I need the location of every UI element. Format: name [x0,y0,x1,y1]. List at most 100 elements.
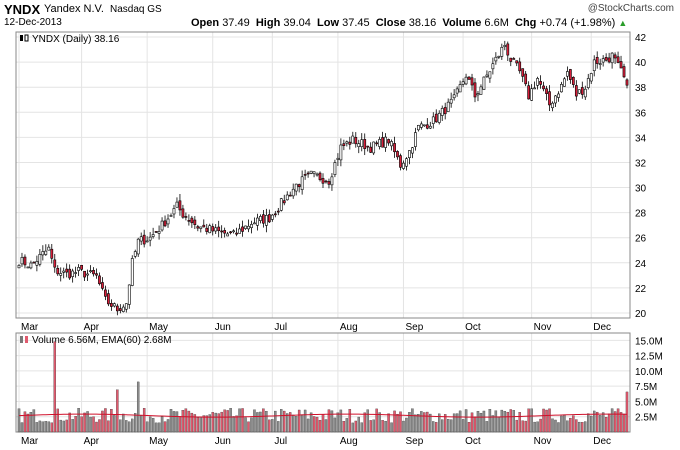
company-label: Yandex N.V. [44,3,104,15]
volume-bar [345,418,349,433]
price-candle [68,268,72,279]
chg-label: Chg [515,17,537,29]
price-candle [619,61,623,69]
price-candle [586,78,590,88]
volume-bar [351,422,355,433]
volume-bar [518,412,521,433]
volume-bar [521,420,524,433]
price-candle [80,264,83,270]
price-candle [50,248,54,259]
volume-bar [211,412,214,433]
volume-bar [184,408,188,433]
up-arrow-icon: ▲ [618,18,628,28]
volume-value: 6.6M [484,17,509,29]
volume-bar [62,420,65,433]
volume-bar [333,417,337,433]
price-candle [497,55,501,58]
volume-bar [581,422,584,433]
close-value: 38.16 [408,17,437,29]
price-candle [622,66,626,78]
price-candle [363,139,367,150]
volume-bar [414,414,417,433]
price-candle [467,76,471,80]
volume-bar [339,409,343,433]
price-candle [223,230,227,234]
volume-bar [354,420,358,433]
price-candle [482,76,486,90]
price-candle [300,176,304,190]
volume-bar [107,420,110,433]
price-candle [205,227,209,232]
price-candle [41,251,45,256]
price-candle [26,266,30,269]
legend-candle-icon [20,35,23,41]
price-candle [437,113,441,123]
month-tick-label: May [149,436,168,447]
price-candle [118,308,122,311]
price-candle [384,136,387,148]
volume-bar [539,418,542,433]
volume-bar [440,419,444,433]
volume-bar [530,408,533,433]
price-candle [86,273,89,276]
price-candle [545,88,548,94]
month-tick-label: Jun [215,322,231,333]
price-candle [190,217,194,224]
volume-bar [387,413,390,433]
volume-bar [29,412,33,433]
volume-bar [300,414,304,433]
volume-bar [625,391,629,433]
volume-bar [214,412,217,433]
volume-bar [572,415,575,433]
volume-bar [187,410,191,433]
price-candle [327,181,331,185]
price-candle [253,222,256,225]
volume-legend: Volume 6.56M, EMA(60) 2.68M [32,335,172,346]
price-candle [291,188,295,197]
price-candle [35,261,39,266]
legend-volume-icon [25,336,28,343]
volume-bar [131,418,134,433]
volume-bar [619,412,623,433]
volume-bar [92,416,95,433]
price-candle [273,213,277,216]
price-candle [592,59,596,72]
price-candle [422,124,426,127]
volume-tick-label: 7.5M [635,382,657,393]
price-candle [32,261,36,264]
price-candle [324,180,328,183]
volume-bar [145,421,149,433]
price-candle [148,236,152,241]
volume-bar [411,408,414,433]
price-tick-label: 42 [635,33,647,44]
low-value: 37.45 [342,17,370,29]
price-candle [449,98,453,104]
price-candle [521,68,525,77]
month-tick-label: Dec [593,436,611,447]
price-candle [604,57,608,61]
price-candle [414,132,417,147]
volume-bar [83,412,86,433]
price-candle [366,145,370,148]
volume-bar [598,415,602,433]
volume-bar [283,410,286,433]
volume-bar [482,410,486,433]
price-candle [29,262,33,269]
price-candle [241,226,244,232]
price-candle [485,74,489,77]
price-candle [470,77,474,86]
volume-bar [35,422,39,433]
high-label: High [255,17,281,29]
price-tick-label: 24 [635,259,647,270]
price-tick-label: 26 [635,234,647,245]
volume-bar [190,412,194,433]
volume-bar [303,409,307,433]
volume-bar [327,409,331,433]
volume-bar [590,415,593,433]
volume-bar [417,414,420,433]
price-candle [411,147,414,154]
volume-bar [47,421,51,433]
price-candle [226,233,230,237]
volume-bar [372,419,375,433]
volume-bar [119,419,122,433]
